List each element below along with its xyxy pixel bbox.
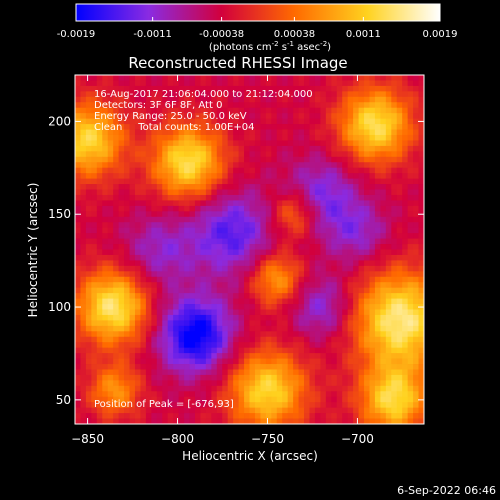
y-axis-label: Heliocentric Y (arcsec) bbox=[26, 183, 40, 318]
colorbar-tick-label: 0.0011 bbox=[346, 29, 381, 40]
annotation-peak-position: Position of Peak = [-676,93] bbox=[94, 399, 234, 410]
annotation-detectors: Detectors: 3F 6F 8F, Att 0 bbox=[94, 100, 222, 111]
y-axis-ticks: 50 100 150 200 bbox=[48, 114, 424, 407]
colorbar-tick-label: -0.0019 bbox=[57, 29, 96, 40]
colorbar-tick-labels: -0.0019 -0.0011 -0.00038 0.00038 0.0011 0.001… bbox=[57, 29, 458, 40]
y-tick-label: 200 bbox=[48, 114, 71, 128]
annotation-energy-range: Energy Range: 25.0 - 50.0 keV bbox=[94, 111, 247, 122]
x-axis-ticks: −850 −800 −750 −700 bbox=[71, 75, 374, 446]
colorbar-tick-label: -0.00038 bbox=[199, 29, 244, 40]
plot-frame bbox=[74, 74, 425, 425]
colorbar-frame bbox=[75, 3, 441, 22]
x-axis-label: Heliocentric X (arcsec) bbox=[182, 449, 318, 463]
colorbar-tick-label: 0.0019 bbox=[423, 29, 458, 40]
colorbar-tick-label: 0.00038 bbox=[274, 29, 315, 40]
x-tick-label: −800 bbox=[161, 432, 194, 446]
heatmap-image bbox=[75, 75, 425, 425]
annotation-time-range: 16-Aug-2017 21:06:04.000 to 21:12:04.000 bbox=[94, 89, 313, 100]
x-tick-label: −850 bbox=[71, 432, 104, 446]
y-tick-label: 50 bbox=[56, 393, 71, 407]
colorbar-units: (photons cm-2 s-1 asec-2) bbox=[209, 40, 331, 53]
y-tick-label: 100 bbox=[48, 300, 71, 314]
annotation-clean-counts: Clean Total counts: 1.00E+04 bbox=[94, 122, 254, 133]
footer-date: 6-Sep-2022 06:46 bbox=[397, 484, 496, 497]
colorbar-ticks bbox=[75, 17, 441, 21]
y-tick-label: 150 bbox=[48, 207, 71, 221]
colorbar bbox=[76, 4, 440, 21]
chart-title: Reconstructed RHESSI Image bbox=[128, 54, 347, 72]
colorbar-tick-label: -0.0011 bbox=[133, 29, 172, 40]
x-tick-label: −750 bbox=[251, 432, 284, 446]
x-tick-label: −700 bbox=[341, 432, 374, 446]
